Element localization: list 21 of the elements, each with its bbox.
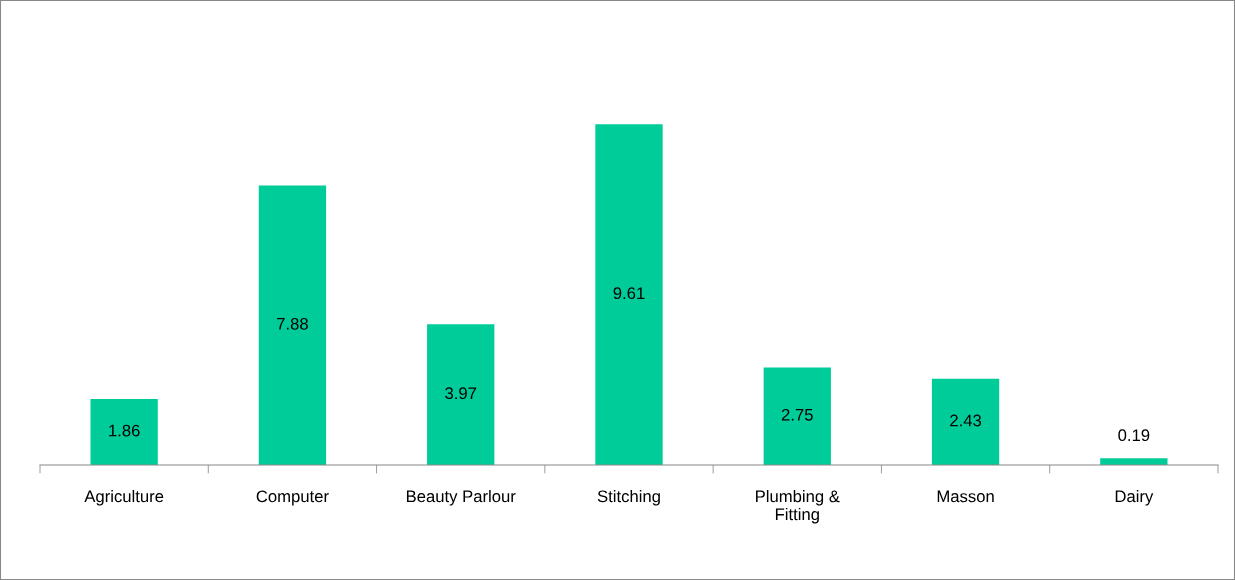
data-label: 2.43 [950, 414, 982, 427]
bar [427, 324, 495, 465]
x-tick-label: Computer [256, 490, 329, 506]
x-tick-label: Agriculture [84, 490, 164, 506]
bar [258, 185, 327, 465]
data-label: 0.19 [1118, 429, 1150, 442]
x-tick-label: Masson [937, 490, 994, 503]
bar [931, 378, 1000, 465]
x-tick-label: Dairy [1115, 490, 1154, 506]
bar [595, 124, 663, 465]
bar [90, 399, 158, 465]
bar [1100, 458, 1168, 465]
x-tick-label: Stitching [597, 490, 660, 506]
data-label: 9.61 [613, 287, 645, 300]
data-label: 7.88 [277, 317, 308, 330]
x-tick-label: Plumbing & Fitting [756, 490, 840, 524]
data-label: 2.75 [781, 408, 813, 421]
data-label: 3.97 [445, 387, 477, 400]
x-tick-label: Beauty Parlour [406, 490, 516, 506]
bar [763, 367, 831, 465]
data-label: 1.86 [109, 424, 140, 437]
